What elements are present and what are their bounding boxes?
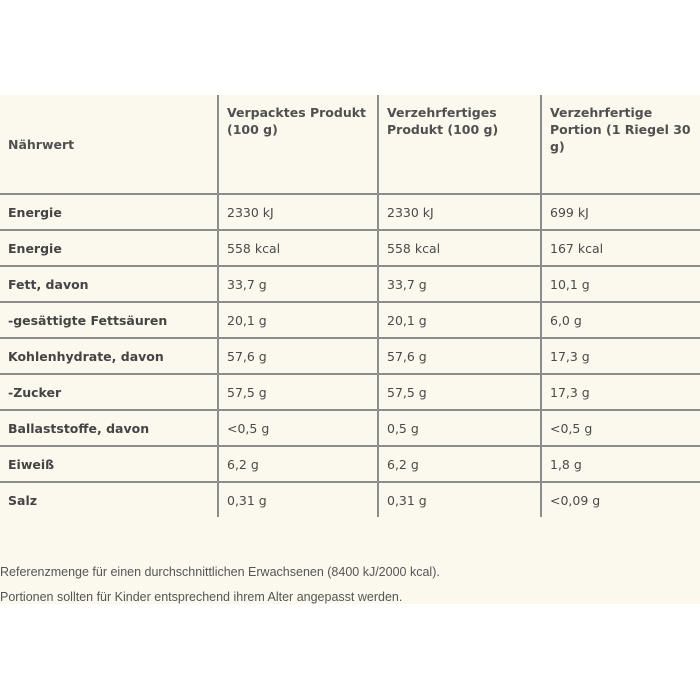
nutrient-value: 0,31 g (217, 481, 379, 517)
nutrient-value: 0,31 g (377, 481, 542, 517)
portion-note: Portionen sollten für Kinder entsprechen… (0, 590, 403, 604)
nutrient-value: 57,5 g (217, 373, 379, 411)
nutrient-value: 57,5 g (377, 373, 542, 411)
nutrient-value: 167 kcal (540, 229, 700, 267)
table-row: Energie 558 kcal 558 kcal 167 kcal (0, 229, 700, 267)
nutrient-value: 0,5 g (377, 409, 542, 447)
nutrient-value: 33,7 g (377, 265, 542, 303)
reference-note: Referenzmenge für einen durchschnittlich… (0, 565, 440, 579)
table-row: -Zucker 57,5 g 57,5 g 17,3 g (0, 373, 700, 411)
nutrient-label: Kohlenhydrate, davon (0, 337, 219, 375)
nutrient-label: Energie (0, 193, 219, 231)
nutrient-value: 20,1 g (217, 301, 379, 339)
nutrient-value: 699 kJ (540, 193, 700, 231)
table-header-row: Nährwert Verpacktes Produkt (100 g) Verz… (0, 95, 700, 195)
nutrition-panel: Nährwert Verpacktes Produkt (100 g) Verz… (0, 95, 700, 604)
table-row: Salz 0,31 g 0,31 g <0,09 g (0, 481, 700, 517)
nutrient-value: 6,2 g (217, 445, 379, 483)
nutrient-label: -gesättigte Fettsäuren (0, 301, 219, 339)
nutrient-label: Ballaststoffe, davon (0, 409, 219, 447)
nutrient-value: <0,5 g (217, 409, 379, 447)
nutrient-value: 33,7 g (217, 265, 379, 303)
nutrient-value: 10,1 g (540, 265, 700, 303)
nutrient-value: 6,0 g (540, 301, 700, 339)
table-row: Ballaststoffe, davon <0,5 g 0,5 g <0,5 g (0, 409, 700, 447)
header-packaged-product: Verpacktes Produkt (100 g) (217, 95, 379, 195)
nutrient-value: 1,8 g (540, 445, 700, 483)
nutrient-label: Eiweiß (0, 445, 219, 483)
nutrient-value: 558 kcal (217, 229, 379, 267)
nutrient-label: Salz (0, 481, 219, 517)
table-row: Energie 2330 kJ 2330 kJ 699 kJ (0, 193, 700, 231)
table-row: Fett, davon 33,7 g 33,7 g 10,1 g (0, 265, 700, 303)
table-row: -gesättigte Fettsäuren 20,1 g 20,1 g 6,0 g (0, 301, 700, 339)
nutrient-value: 6,2 g (377, 445, 542, 483)
nutrient-value: <0,09 g (540, 481, 700, 517)
table-row: Eiweiß 6,2 g 6,2 g 1,8 g (0, 445, 700, 483)
nutrient-label: -Zucker (0, 373, 219, 411)
table-row: Kohlenhydrate, davon 57,6 g 57,6 g 17,3 g (0, 337, 700, 375)
nutrient-value: 20,1 g (377, 301, 542, 339)
nutrient-value: 2330 kJ (377, 193, 542, 231)
nutrition-table: Nährwert Verpacktes Produkt (100 g) Verz… (0, 95, 700, 517)
header-ready-product: Verzehrfertiges Produkt (100 g) (377, 95, 542, 195)
nutrient-value: 57,6 g (377, 337, 542, 375)
nutrient-value: <0,5 g (540, 409, 700, 447)
nutrient-label: Energie (0, 229, 219, 267)
nutrient-value: 57,6 g (217, 337, 379, 375)
nutrient-value: 17,3 g (540, 373, 700, 411)
header-naehrwert: Nährwert (0, 95, 219, 195)
nutrient-value: 558 kcal (377, 229, 542, 267)
header-ready-portion: Verzehrfertige Portion (1 Riegel 30 g) (540, 95, 700, 195)
nutrient-value: 17,3 g (540, 337, 700, 375)
nutrient-label: Fett, davon (0, 265, 219, 303)
nutrient-value: 2330 kJ (217, 193, 379, 231)
